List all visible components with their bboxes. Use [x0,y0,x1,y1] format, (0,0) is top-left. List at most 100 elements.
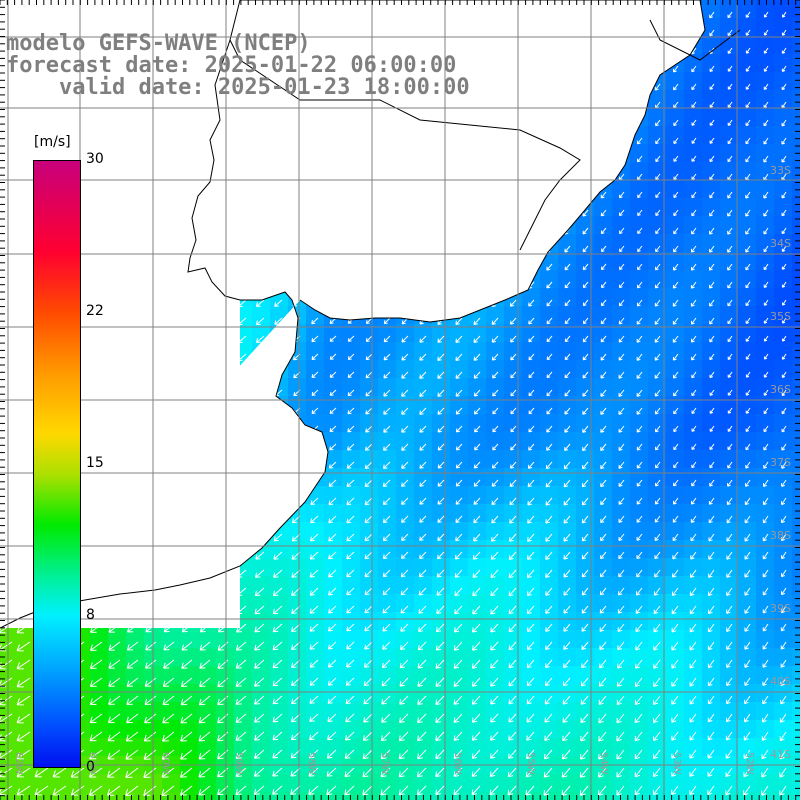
wind-cell [522,648,540,666]
wind-cell [576,342,594,360]
wind-arrow [311,407,319,414]
wind-cell [684,126,702,144]
wind-arrow [600,389,607,397]
wind-cell [468,342,486,360]
wind-cell [774,720,792,738]
wind-cell [378,684,396,702]
wind-arrow [347,335,355,342]
wind-arrow [745,101,751,108]
wind-arrow [655,191,661,198]
wind-cell [720,432,738,450]
wind-cell [738,378,756,396]
wind-cell [396,486,414,504]
wind-cell [180,630,198,648]
wind-cell [468,432,486,450]
wind-arrow [655,137,661,145]
wind-arrow [346,461,355,469]
wind-cell [288,594,306,612]
wind-cell [666,198,684,216]
wind-cell [288,612,306,630]
wind-arrow [455,425,463,433]
wind-cell [576,702,594,720]
wind-cell [450,540,468,558]
wind-arrow [455,515,463,523]
wind-arrow [492,461,499,469]
wind-arrow [727,479,733,487]
wind-cell [396,594,414,612]
wind-cell [702,72,720,90]
wind-cell [450,414,468,432]
wind-arrow [745,335,751,342]
wind-cell [756,684,774,702]
wind-cell [684,540,702,558]
wind-cell [684,342,702,360]
wind-cell [648,126,666,144]
wind-cell [756,126,774,144]
wind-cell [342,648,360,666]
wind-cell [648,162,666,180]
wind-arrow [727,155,733,163]
wind-arrow [727,281,733,289]
colorbar-tick-22: 22 [86,303,104,319]
wind-cell [594,720,612,738]
wind-cell [720,144,738,162]
wind-arrow [510,335,517,343]
wind-cell [558,306,576,324]
wind-arrow [745,317,751,324]
wind-cell [558,558,576,576]
wind-cell [756,90,774,108]
wind-cell [612,270,630,288]
wind-cell [486,720,504,738]
wind-cell [594,504,612,522]
wind-cell [468,738,486,756]
wind-cell [450,630,468,648]
wind-cell [738,666,756,684]
wind-arrow [509,497,517,506]
wind-cell [36,792,54,800]
wind-cell [342,342,360,360]
wind-cell [504,792,522,800]
wind-cell [468,594,486,612]
wind-cell [288,540,306,558]
wind-cell [738,540,756,558]
wind-cell [486,684,504,702]
wind-cell [198,720,216,738]
wind-arrow [491,317,499,325]
wind-arrow [781,137,787,145]
wind-cell [378,522,396,540]
wind-cell [756,774,774,792]
wind-cell [324,342,342,360]
wind-arrow [383,353,391,361]
wind-arrow [709,371,715,379]
wind-arrow [763,191,769,199]
wind-arrow [600,407,607,415]
wind-arrow [546,299,553,307]
wind-arrow [474,407,481,415]
wind-arrow [492,389,499,397]
wind-arrow [727,47,733,54]
wind-cell [180,666,198,684]
wind-cell [108,774,126,792]
wind-cell [774,576,792,594]
wind-arrow [455,479,463,487]
wind-arrow [727,461,733,469]
wind-cell [414,648,432,666]
wind-arrow [727,335,733,343]
wind-cell [630,198,648,216]
wind-cell [126,720,144,738]
wind-cell [0,666,18,684]
wind-cell [612,774,630,792]
wind-cell [558,486,576,504]
lat-label: 34S [770,237,791,250]
wind-cell [558,792,576,800]
wind-arrow [383,389,391,397]
wind-cell [396,540,414,558]
wind-arrow [763,371,769,378]
wind-cell [450,504,468,522]
wind-cell [720,180,738,198]
wind-cell [486,774,504,792]
wind-arrow [709,461,715,469]
wind-cell [414,684,432,702]
wind-cell [738,36,756,54]
wind-cell [594,378,612,396]
